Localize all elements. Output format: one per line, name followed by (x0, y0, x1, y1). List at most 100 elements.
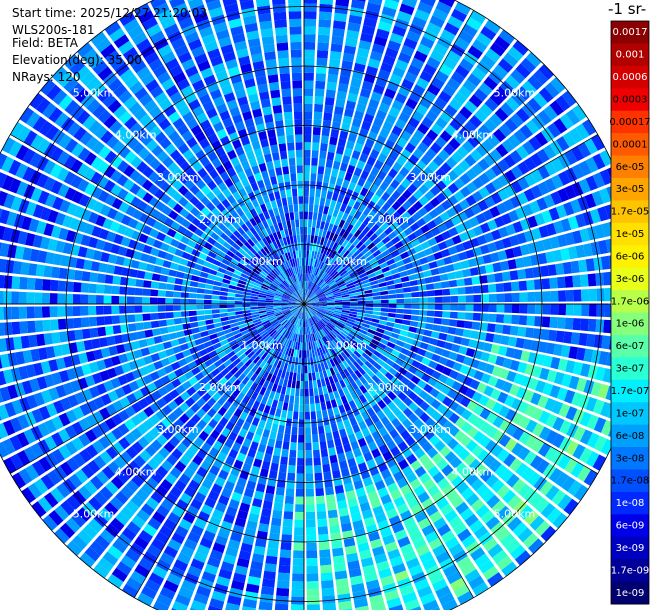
ppi-gate-cell (555, 263, 564, 275)
ppi-gate-cell (176, 271, 185, 278)
ppi-gate-cell (134, 297, 142, 304)
ppi-gate-cell (327, 152, 335, 161)
ppi-gate-cell (396, 299, 404, 303)
ppi-gate-cell (189, 287, 197, 293)
ppi-gate-cell (57, 293, 65, 304)
ppi-gate-cell (228, 316, 236, 321)
ppi-gate-cell (98, 263, 107, 273)
ppi-gate-cell (306, 466, 313, 474)
ppi-gate-cell (295, 357, 299, 365)
ppi-gate-cell (330, 455, 338, 464)
ppi-gate-cell (158, 290, 166, 297)
ppi-gate-cell (294, 404, 299, 412)
ppi-gate-cell (581, 289, 589, 301)
ppi-gate-cell (112, 286, 120, 295)
ppi-gate-cell (358, 301, 366, 304)
ppi-gate-cell (111, 296, 119, 304)
ppi-gate-cell (177, 265, 186, 272)
ppi-gate-cell (42, 306, 50, 317)
ppi-gate-cell (293, 411, 298, 419)
ppi-gate-cell (326, 432, 333, 441)
ppi-gate-cell (212, 305, 220, 309)
ppi-gate-cell (307, 573, 319, 581)
ppi-gate-cell (293, 543, 304, 551)
ppi-gate-cell (350, 306, 358, 309)
ppi-gate-cell (137, 270, 146, 278)
ppi-gate-cell (325, 97, 335, 106)
ppi-gate-cell (322, 464, 330, 473)
ppi-gate-cell (114, 335, 123, 344)
ppi-gate-cell (402, 320, 410, 326)
ppi-gate-cell (423, 270, 432, 277)
ppi-gate-cell (312, 434, 318, 442)
ppi-gate-cell (235, 297, 243, 300)
ppi-gate-cell (315, 189, 321, 197)
ppi-gate-cell (403, 287, 411, 293)
ppi-gate-cell (458, 304, 466, 311)
ppi-gate-cell (358, 304, 366, 307)
ppi-gate-cell (496, 283, 504, 292)
ppi-gate-cell (278, 565, 290, 574)
ppi-gate-cell (317, 42, 329, 51)
ppi-gate-cell (291, 434, 297, 442)
ppi-gate-cell (173, 298, 181, 304)
ppi-gate-cell (304, 235, 307, 243)
ppi-gate-cell (242, 305, 250, 308)
ppi-gate-cell (357, 310, 365, 314)
ppi-gate-cell (307, 358, 310, 366)
ppi-gate-cell (324, 105, 333, 114)
ppi-gate-cell (305, 358, 308, 366)
ppi-gate-cell (589, 289, 597, 302)
ppi-gate-cell (96, 295, 104, 304)
ppi-gate-cell (304, 111, 312, 119)
ppi-gate-cell (128, 278, 137, 286)
ppi-gate-cell (158, 283, 166, 290)
ppi-gate-cell (294, 365, 298, 373)
ppi-gate-cell (412, 298, 420, 303)
ppi-gate-cell (181, 299, 189, 304)
ppi-gate-cell (502, 271, 511, 281)
ppi-gate-cell (548, 264, 557, 276)
ppi-gate-cell (387, 285, 395, 290)
ppi-gate-cell (304, 219, 308, 227)
ppi-gate-cell (504, 315, 512, 324)
ppi-gate-cell (331, 462, 340, 471)
ppi-gate-cell (81, 283, 89, 293)
ppi-gate-cell (296, 381, 300, 389)
ppi-gate-cell (214, 322, 222, 328)
ppi-gate-cell (193, 333, 202, 340)
ppi-gate-cell (332, 548, 344, 557)
ppi-gate-cell (442, 311, 450, 318)
ppi-gate-cell (178, 337, 187, 345)
ppi-gate-cell (396, 314, 404, 319)
ppi-gate-cell (106, 336, 115, 346)
ppi-gate-cell (176, 331, 185, 338)
ppi-gate-cell (309, 196, 314, 204)
ppi-gate-cell (342, 306, 350, 308)
ppi-gate-cell (196, 294, 204, 299)
ppi-gate-cell (327, 440, 334, 449)
ppi-gate-cell (264, 453, 272, 462)
ppi-gate-cell (219, 309, 227, 313)
ppi-gate-cell (520, 304, 528, 314)
ppi-gate-cell (443, 304, 451, 310)
ppi-gate-cell (59, 268, 68, 279)
ppi-gate-cell (305, 420, 310, 428)
ppi-gate-cell (450, 288, 458, 295)
ppi-gate-cell (306, 458, 313, 466)
ppi-gate-cell (304, 212, 308, 220)
ppi-gate-cell (295, 504, 304, 512)
ppi-gate-cell (588, 319, 597, 332)
ppi-gate-cell (297, 466, 304, 474)
ppi-gate-cell (305, 404, 310, 412)
ppi-gate-cell (97, 273, 106, 283)
ppi-gate-cell (42, 279, 51, 291)
ppi-gate-cell (153, 266, 162, 274)
ppi-gate-cell (19, 307, 27, 319)
ppi-gate-cell (276, 432, 283, 441)
ppi-gate-cell (306, 489, 314, 497)
ppi-gate-cell (306, 258, 308, 266)
ppi-gate-cell (306, 512, 315, 520)
ppi-gate-cell (289, 458, 296, 466)
ppi-gate-cell (158, 298, 166, 304)
